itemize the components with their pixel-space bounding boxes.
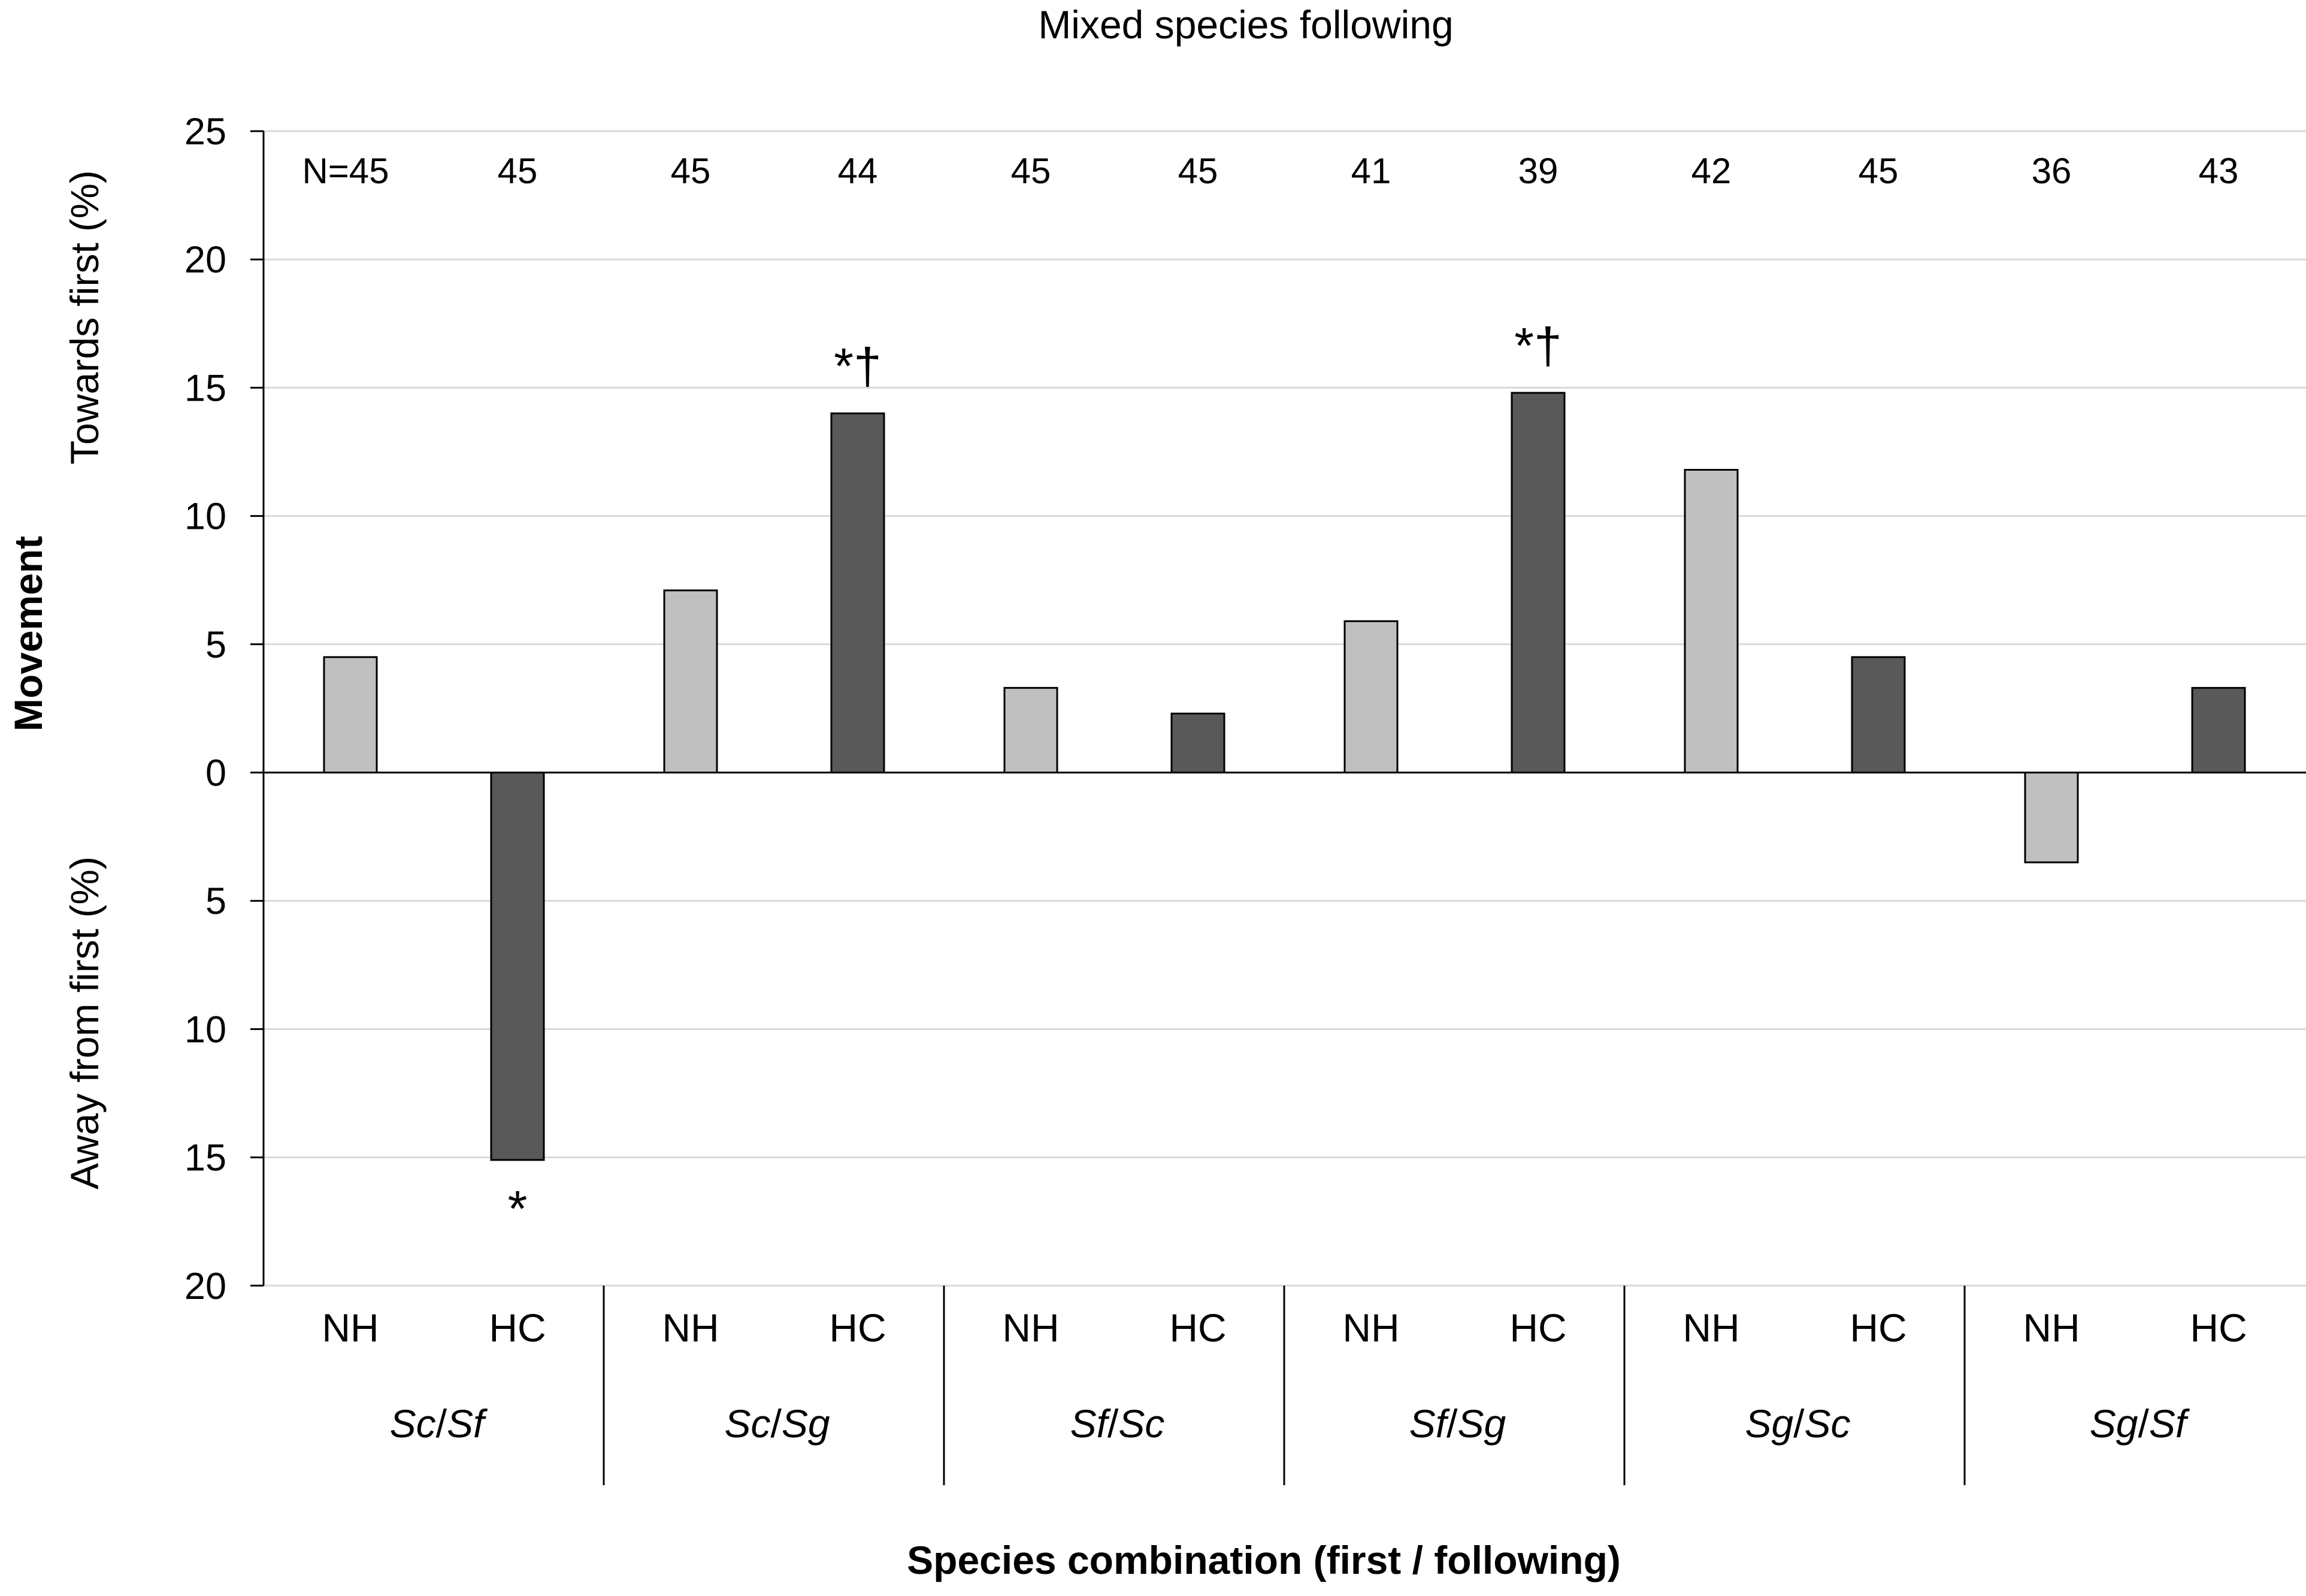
bar-nh-3 <box>1003 687 1058 774</box>
n-label: 45 <box>1178 151 1218 191</box>
bar-hc-6 <box>2191 687 2246 774</box>
y-axis-title: Movement <box>6 536 50 731</box>
n-label: 45 <box>671 151 711 191</box>
y-tick-label: 0 <box>205 752 226 794</box>
bar-nh-6 <box>2024 771 2079 864</box>
group-label: Sc/Sf <box>390 1401 488 1446</box>
bar-nh-1 <box>323 656 378 774</box>
condition-label: HC <box>1850 1306 1906 1350</box>
bar-nh-2 <box>663 589 718 774</box>
axes <box>250 130 2306 1485</box>
y-tick-label: 15 <box>184 1137 226 1179</box>
y-tick-label: 5 <box>205 880 226 922</box>
y-tick-label: 25 <box>184 111 226 153</box>
group-label: Sf/Sc <box>1070 1401 1165 1446</box>
n-label: 45 <box>1859 151 1899 191</box>
condition-label: NH <box>1682 1306 1739 1350</box>
x-axis-title: Species combination (first / following) <box>907 1538 1621 1582</box>
group-label: Sg/Sc <box>1745 1401 1850 1446</box>
y-tick-label: 10 <box>184 496 226 538</box>
bar-hc-3 <box>1170 712 1225 774</box>
n-label: 41 <box>1351 151 1391 191</box>
n-label: 44 <box>838 151 878 191</box>
bar-nh-5 <box>1684 468 1739 774</box>
group-label: Sg/Sf <box>2090 1401 2190 1446</box>
n-label: 36 <box>2032 151 2072 191</box>
bar-hc-1 <box>490 771 545 1161</box>
n-label: N=45 <box>302 151 389 191</box>
condition-label: HC <box>489 1306 546 1350</box>
bar-nh-4 <box>1343 620 1399 774</box>
n-label: 43 <box>2199 151 2239 191</box>
bar-hc-4 <box>1511 392 1566 774</box>
group-label: Sc/Sg <box>724 1401 830 1446</box>
y-tick-label: 20 <box>184 239 226 281</box>
n-label: 39 <box>1518 151 1558 191</box>
n-label: 45 <box>498 151 538 191</box>
bar-hc-2 <box>830 412 885 774</box>
condition-label: HC <box>2190 1306 2247 1350</box>
condition-label: NH <box>322 1306 379 1350</box>
chart-title: Mixed species following <box>1038 2 1453 47</box>
y-axis-label-away: Away from first (%) <box>62 856 107 1189</box>
condition-label: HC <box>1169 1306 1226 1350</box>
condition-label: NH <box>1342 1306 1399 1350</box>
condition-label: NH <box>1002 1306 1059 1350</box>
bars <box>323 392 2246 1161</box>
group-label: Sf/Sg <box>1409 1401 1506 1446</box>
condition-label: NH <box>662 1306 719 1350</box>
y-tick-label: 10 <box>184 1009 226 1050</box>
significance-annotation: *† <box>834 338 881 394</box>
y-tick-label: 20 <box>184 1265 226 1307</box>
y-tick-label: 5 <box>205 624 226 666</box>
gridlines <box>264 130 2306 1287</box>
condition-label: HC <box>1509 1306 1566 1350</box>
significance-annotation: * <box>508 1180 528 1237</box>
significance-annotation: *† <box>1514 317 1561 374</box>
n-label: 42 <box>1691 151 1732 191</box>
y-axis-label-towards: Towards first (%) <box>62 170 107 464</box>
y-tick-label: 15 <box>184 367 226 409</box>
condition-label: HC <box>829 1306 886 1350</box>
bar-hc-5 <box>1851 656 1906 774</box>
labels: 25 20 15 10 5 0 5 10 15 20 N=45 NH 45 HC * Sc/Sf 45 NH 44 H… <box>184 111 2247 1446</box>
n-label: 45 <box>1011 151 1051 191</box>
condition-label: NH <box>2023 1306 2080 1350</box>
